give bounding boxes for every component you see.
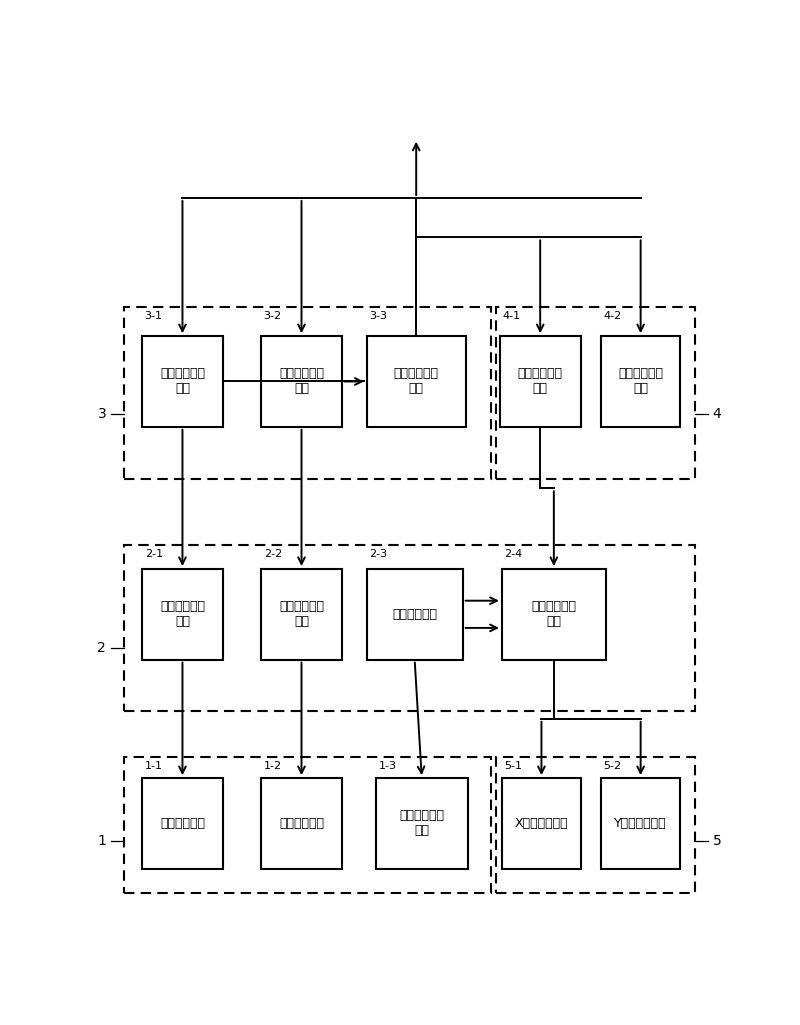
Text: 4-2: 4-2 [603,311,622,321]
Text: 4: 4 [713,407,722,420]
Text: 位置信息反馈
模块: 位置信息反馈 模块 [399,810,444,837]
Bar [142,336,222,426]
Bar [502,778,581,869]
Bar [123,756,490,893]
Text: 3-1: 3-1 [145,311,162,321]
Text: 2-1: 2-1 [145,549,162,560]
Text: 2-3: 2-3 [369,549,387,560]
Text: Y方向运动模块: Y方向运动模块 [614,817,667,830]
Text: 2: 2 [98,641,106,655]
Text: 图像数据采集
模块: 图像数据采集 模块 [279,368,324,396]
Text: X方向运动模块: X方向运动模块 [514,817,568,830]
Text: 2-2: 2-2 [264,549,282,560]
Text: 5-2: 5-2 [603,761,622,771]
Text: 运动控制模块: 运动控制模块 [392,608,437,621]
Bar [500,336,581,426]
Bar [262,569,342,660]
Text: 4-1: 4-1 [502,311,521,321]
Bar [142,778,222,869]
Text: 3: 3 [98,407,106,420]
Text: 3-3: 3-3 [369,311,387,321]
Bar [123,545,695,711]
Text: 超声数据采集
模块: 超声数据采集 模块 [160,368,205,396]
Bar [366,569,462,660]
Text: 3-2: 3-2 [264,311,282,321]
Text: 运动路径控制
模块: 运动路径控制 模块 [518,368,562,396]
Bar [262,336,342,426]
Text: 1-1: 1-1 [145,761,162,771]
Bar [601,336,680,426]
Text: 5-1: 5-1 [504,761,522,771]
Text: 超声检测模块: 超声检测模块 [160,817,205,830]
Text: 管道缺陷分析
模块: 管道缺陷分析 模块 [394,368,438,396]
Bar [366,336,466,426]
Text: 图像检测模块: 图像检测模块 [279,817,324,830]
Bar [376,778,468,869]
Text: 5: 5 [713,834,722,848]
Text: 2-4: 2-4 [504,549,522,560]
Bar [142,569,222,660]
Text: 图像检测控制
模块: 图像检测控制 模块 [279,601,324,628]
Text: 超声检测控制
模块: 超声检测控制 模块 [160,601,205,628]
Bar [502,569,606,660]
Bar [601,778,680,869]
Bar [262,778,342,869]
Text: 运动参数控制
模块: 运动参数控制 模块 [618,368,663,396]
Bar [495,756,695,893]
Text: 伺服运动驱动
模块: 伺服运动驱动 模块 [531,601,576,628]
Text: 1-2: 1-2 [264,761,282,771]
Text: 1-3: 1-3 [378,761,396,771]
Text: 1: 1 [98,834,106,848]
Bar [123,306,490,479]
Bar [495,306,695,479]
